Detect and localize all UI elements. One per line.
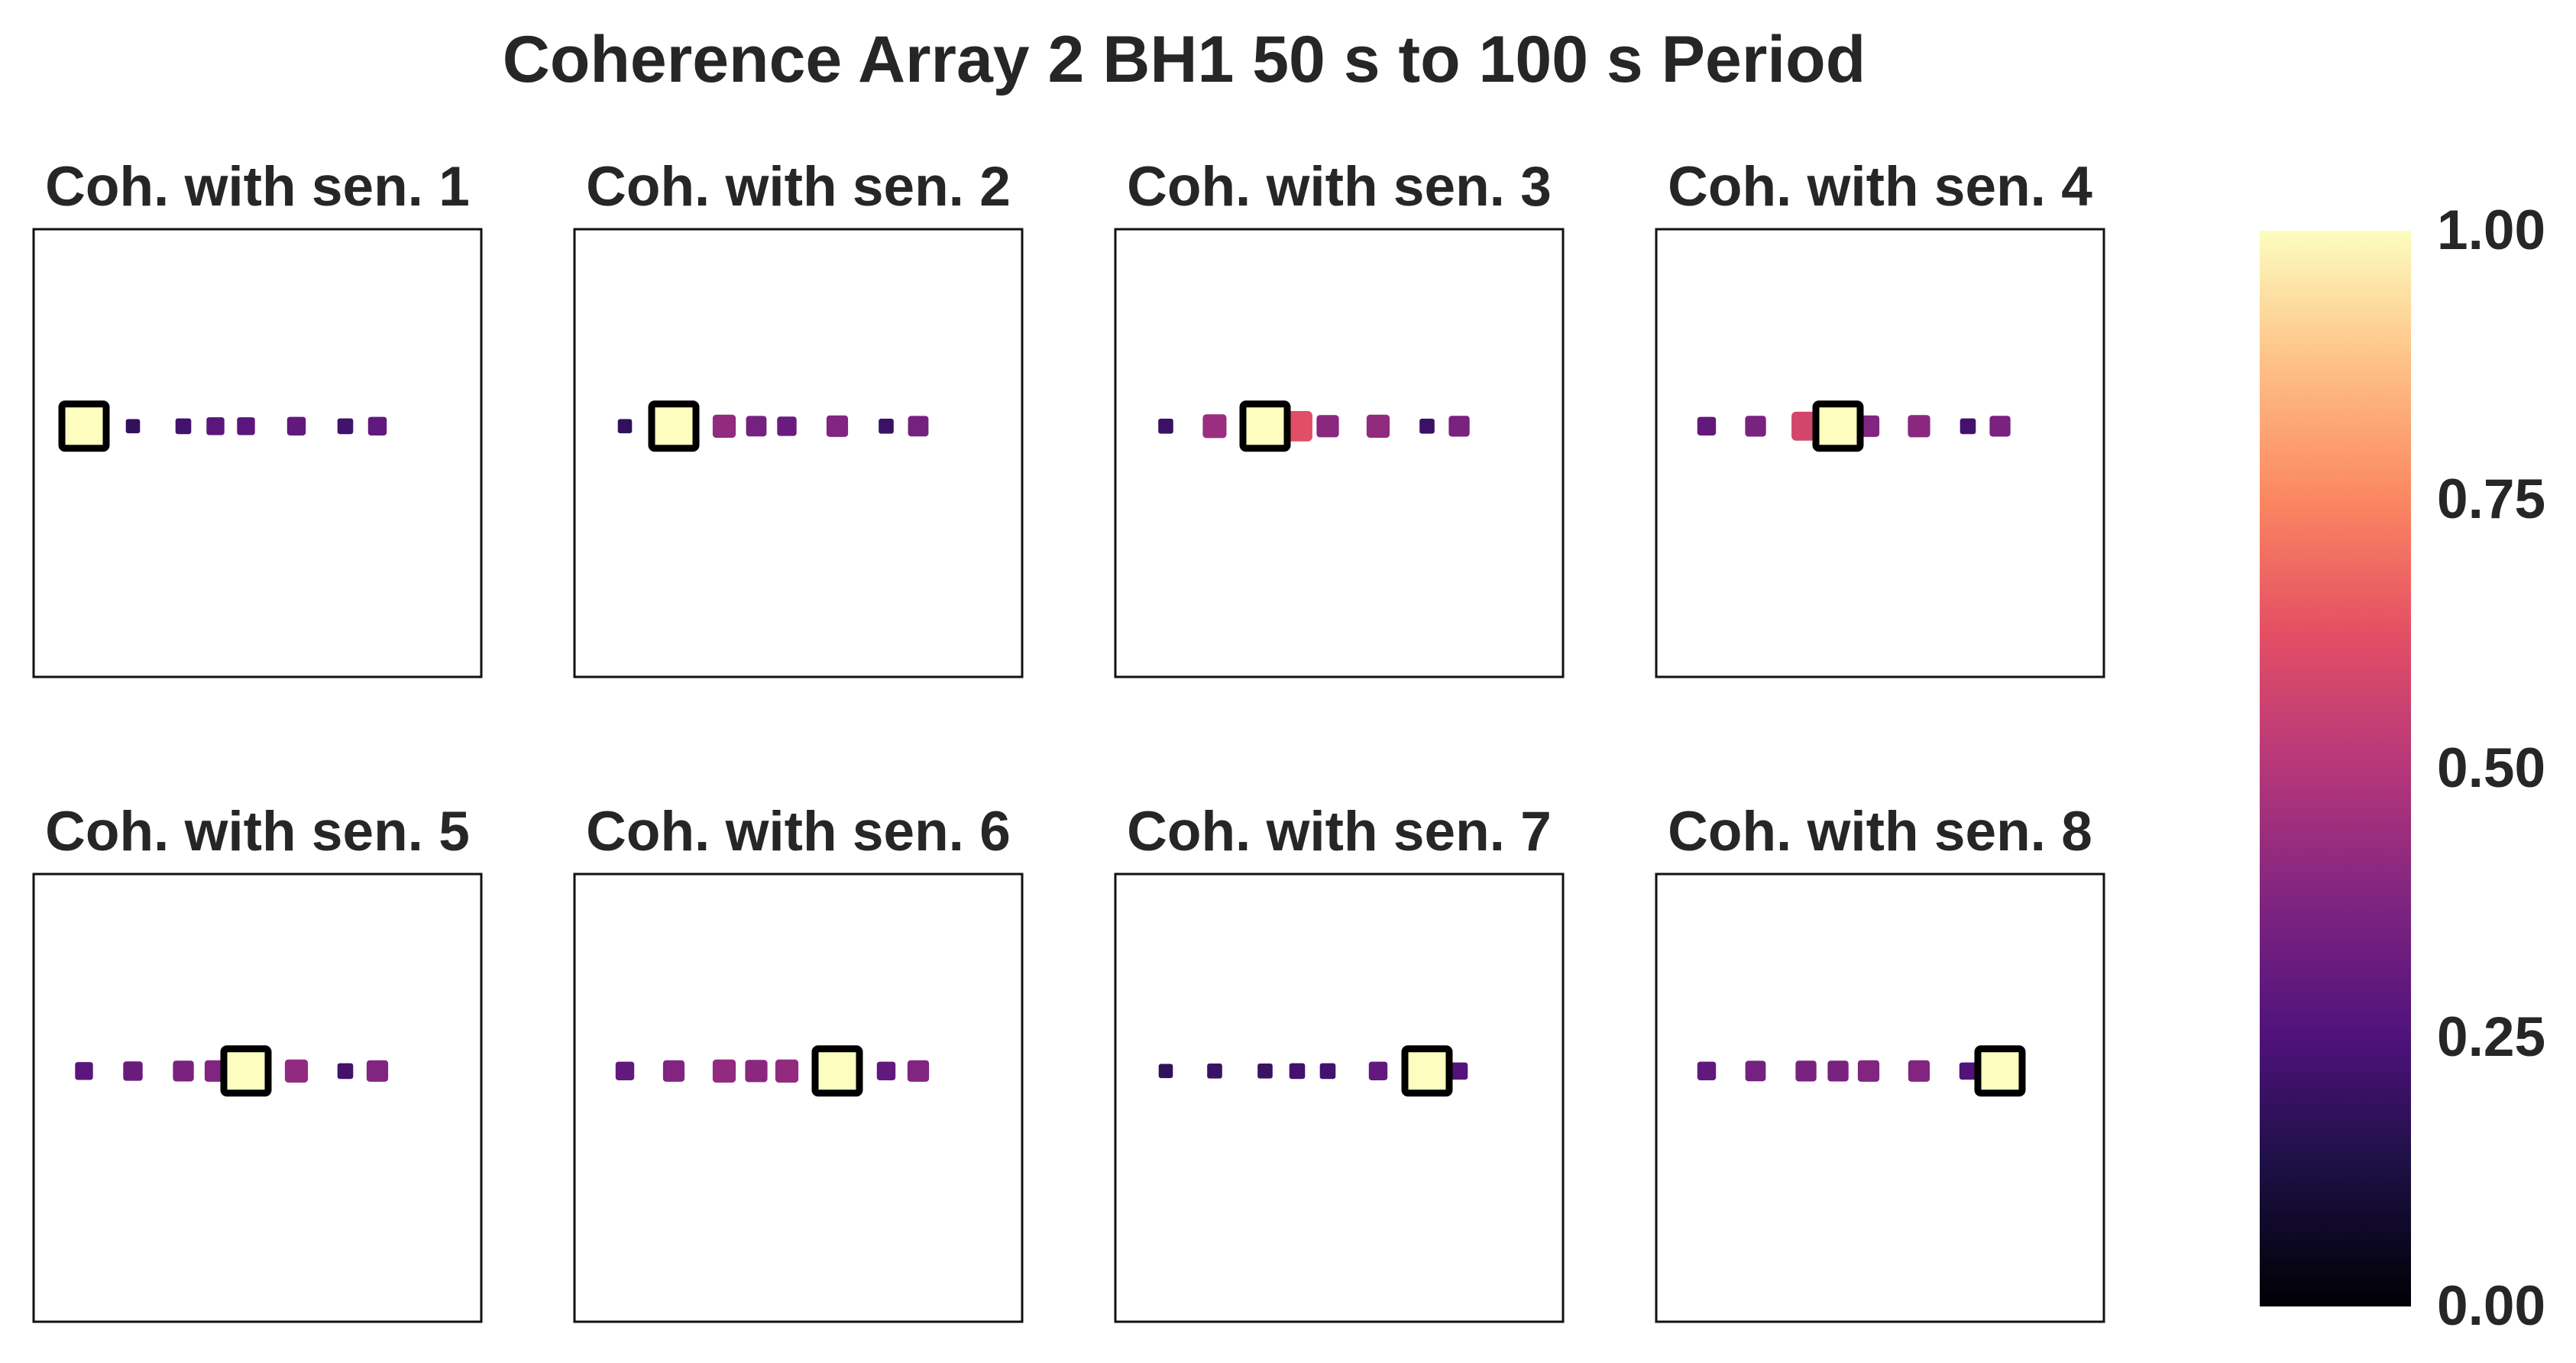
- panel-title-5: Coh. with sen. 5: [45, 801, 470, 863]
- sensor-marker: [662, 1060, 685, 1082]
- colorbar-tick-label: 0.25: [2437, 1006, 2546, 1068]
- panel-title-7: Coh. with sen. 7: [1127, 801, 1552, 863]
- panel-title-1: Coh. with sen. 1: [45, 156, 470, 218]
- sensor-marker: [337, 418, 354, 435]
- sensor-marker: [908, 416, 929, 437]
- sensor-marker: [1745, 416, 1766, 437]
- sensor-marker: [1795, 1060, 1817, 1082]
- sensor-marker: [366, 1060, 389, 1082]
- panel-frame: [1655, 873, 2105, 1323]
- sensor-marker: [284, 1059, 309, 1083]
- sensor-marker: [173, 1060, 194, 1082]
- sensor-marker: [876, 1061, 896, 1080]
- sensor-marker: [1368, 1061, 1388, 1080]
- sensor-marker: [1158, 419, 1173, 434]
- sensor-marker: [1745, 1060, 1766, 1082]
- sensor-marker: [826, 415, 849, 437]
- sensor-marker: [775, 1059, 799, 1083]
- sensor-marker: [206, 417, 225, 435]
- sensor-marker: [125, 419, 141, 434]
- colorbar-tick-label: 0.75: [2437, 468, 2546, 530]
- panel-title-3: Coh. with sen. 3: [1127, 156, 1552, 218]
- sensor-marker: [286, 416, 306, 435]
- sensor-marker: [617, 419, 633, 434]
- sensor-marker: [1827, 1060, 1849, 1082]
- sensor-marker: [712, 414, 736, 438]
- sensor-marker: [1319, 1063, 1336, 1080]
- sensor-marker: [1202, 414, 1227, 439]
- sensor-marker: [746, 416, 767, 437]
- colorbar-tick-label: 0.00: [2437, 1275, 2546, 1337]
- reference-sensor-marker: [58, 400, 110, 452]
- sensor-marker: [1158, 1064, 1173, 1079]
- sensor-marker: [1908, 415, 1930, 438]
- sensor-marker: [1450, 1062, 1468, 1080]
- sensor-marker: [745, 1060, 768, 1083]
- sensor-marker: [175, 418, 192, 435]
- sensor-marker: [1366, 414, 1390, 438]
- sensor-marker: [1419, 419, 1435, 434]
- sensor-marker: [1448, 416, 1470, 437]
- coherence-panel: [1114, 228, 1565, 678]
- coherence-panel: [573, 228, 1024, 678]
- sensor-marker: [367, 416, 387, 435]
- sensor-marker: [123, 1061, 143, 1081]
- sensor-marker: [907, 1060, 930, 1082]
- panel-frame: [573, 873, 1024, 1323]
- sensor-marker: [879, 419, 894, 434]
- panel-frame: [1114, 873, 1565, 1323]
- colorbar: [2260, 231, 2411, 1306]
- coherence-panel: [32, 873, 483, 1323]
- coherence-panel: [1655, 228, 2105, 678]
- sensor-marker: [712, 1059, 736, 1083]
- reference-sensor-marker: [1812, 400, 1864, 452]
- sensor-marker: [237, 417, 255, 435]
- panel-frame: [1655, 228, 2105, 678]
- sensor-marker: [1207, 1064, 1222, 1079]
- sensor-marker: [1257, 1064, 1273, 1079]
- colorbar-tick-label: 0.50: [2437, 737, 2546, 799]
- coherence-panel: [573, 873, 1024, 1323]
- reference-sensor-marker: [648, 400, 700, 452]
- reference-sensor-marker: [1239, 400, 1291, 452]
- panel-frame: [1114, 228, 1565, 678]
- sensor-marker: [615, 1061, 635, 1080]
- panel-frame: [573, 228, 1024, 678]
- sensor-marker: [337, 1063, 354, 1080]
- coherence-panel: [1114, 873, 1565, 1323]
- coherence-panel: [32, 228, 483, 678]
- panel-title-2: Coh. with sen. 2: [586, 156, 1011, 218]
- coherence-panel: [1655, 873, 2105, 1323]
- sensor-marker: [1857, 1060, 1880, 1082]
- sensor-marker: [777, 416, 797, 436]
- panel-title-8: Coh. with sen. 8: [1668, 801, 2092, 863]
- sensor-marker: [1989, 416, 2011, 437]
- reference-sensor-marker: [811, 1045, 863, 1097]
- figure-title: Coherence Array 2 BH1 50 s to 100 s Peri…: [502, 23, 1866, 96]
- colorbar-tick-label: 1.00: [2437, 199, 2546, 261]
- reference-sensor-marker: [220, 1045, 272, 1097]
- reference-sensor-marker: [1401, 1045, 1453, 1097]
- sensor-marker: [1289, 1063, 1306, 1080]
- panel-frame: [32, 873, 483, 1323]
- reference-sensor-marker: [1974, 1045, 2026, 1097]
- sensor-marker: [1697, 1061, 1717, 1080]
- panel-frame: [32, 228, 483, 678]
- sensor-marker: [1316, 415, 1339, 438]
- sensor-marker: [1697, 416, 1717, 435]
- sensor-marker: [1960, 418, 1976, 435]
- sensor-marker: [1908, 1060, 1930, 1082]
- panel-title-4: Coh. with sen. 4: [1668, 156, 2092, 218]
- panel-title-6: Coh. with sen. 6: [586, 801, 1011, 863]
- sensor-marker: [1959, 1062, 1977, 1080]
- sensor-marker: [75, 1062, 93, 1080]
